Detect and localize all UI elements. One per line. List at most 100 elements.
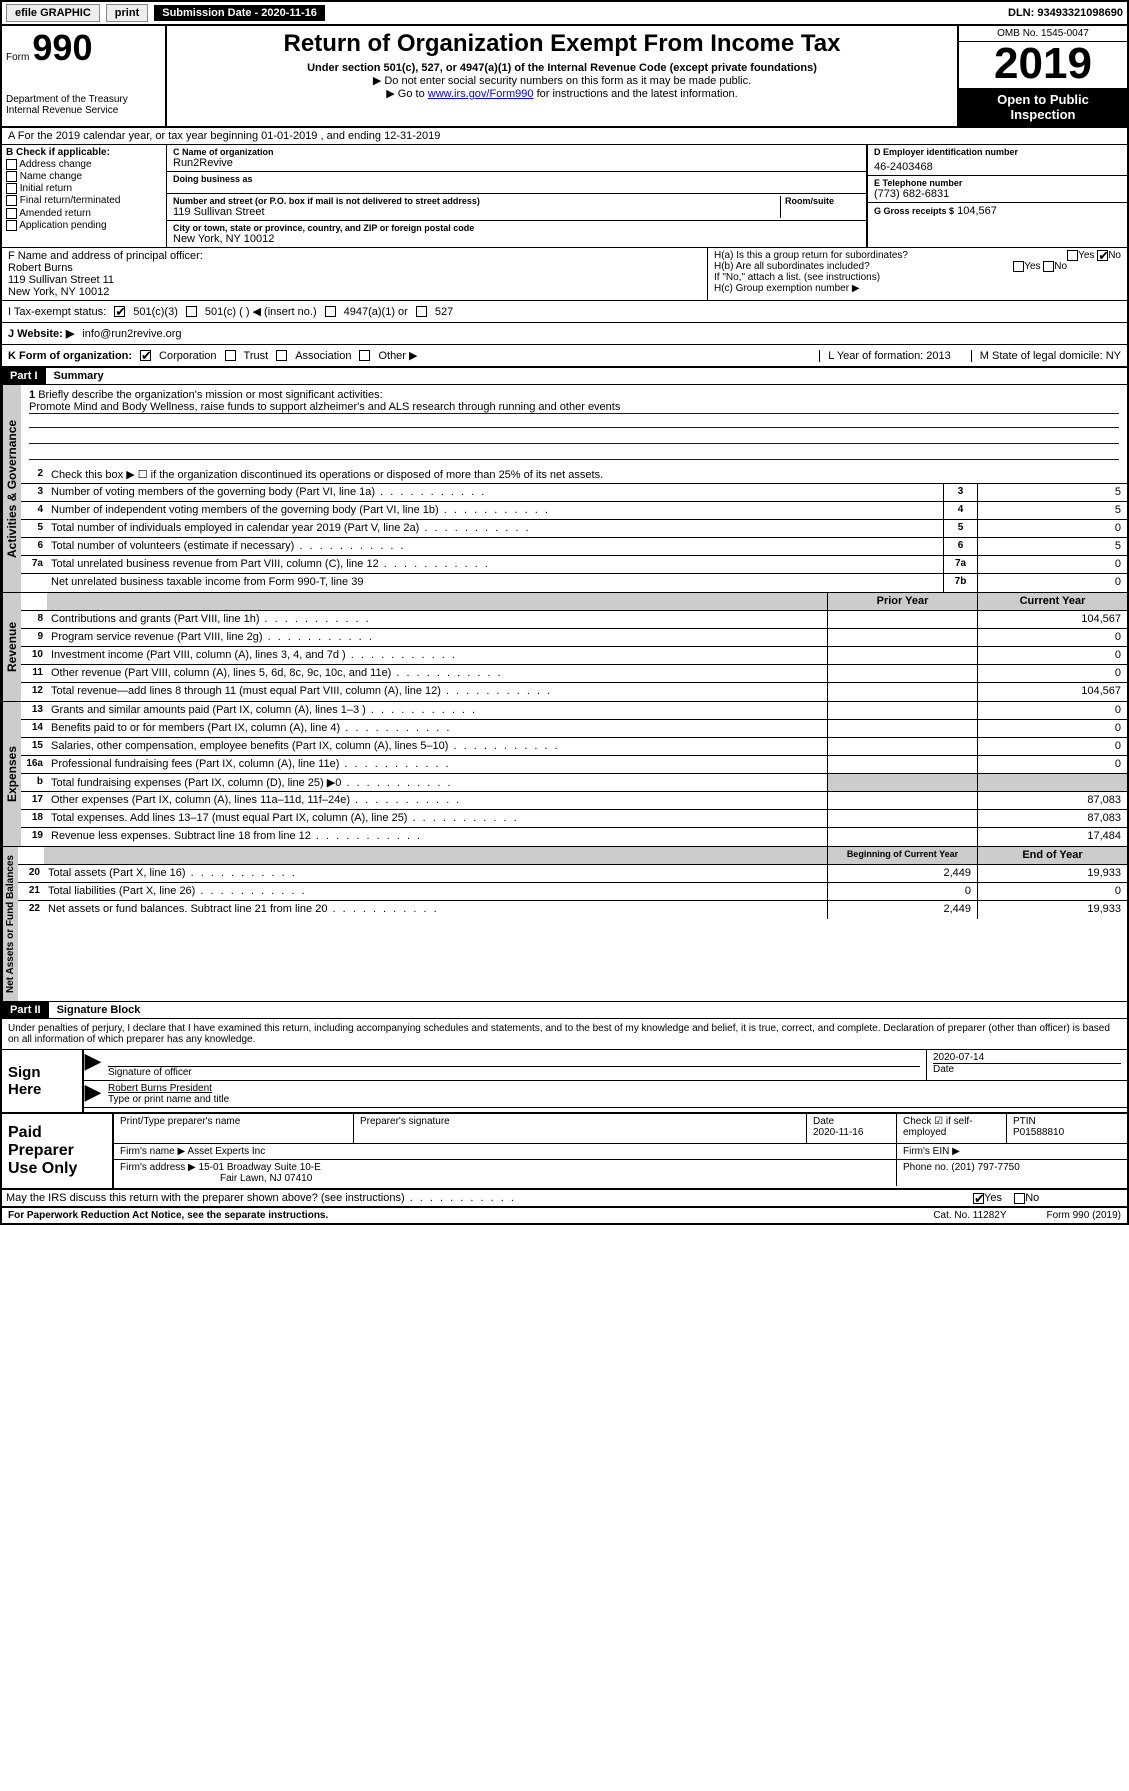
city-label: City or town, state or province, country… [173,223,860,233]
cb-initial-return[interactable]: Initial return [6,183,162,194]
cb-app-pending[interactable]: Application pending [6,220,162,231]
firm-ein-label: Firm's EIN ▶ [897,1144,1127,1159]
cb-address-change[interactable]: Address change [6,159,162,170]
section-netassets: Net Assets or Fund Balances Beginning of… [2,847,1127,1002]
cat-no: Cat. No. 11282Y [933,1210,1006,1221]
print-button[interactable]: print [106,4,148,22]
cb-501c3[interactable] [114,306,125,317]
note2-suffix: for instructions and the latest informat… [534,88,738,100]
prep-date-label: Date [813,1116,890,1127]
header-left: Form 990 Department of the Treasury Inte… [2,26,167,126]
city-value: New York, NY 10012 [173,233,860,245]
discuss-yes: Yes [984,1192,1002,1204]
org-name-label: C Name of organization [173,147,860,157]
submission-date: Submission Date - 2020-11-16 [154,5,325,21]
address-block: C Name of organization Run2Revive Doing … [167,145,867,247]
officer-line1: 119 Sullivan Street 11 [8,274,701,286]
discuss-q: May the IRS discuss this return with the… [2,1190,967,1206]
hb-label: H(b) Are all subordinates included? [714,261,870,272]
col-current: Current Year [977,593,1127,610]
table-row: 18Total expenses. Add lines 13–17 (must … [21,810,1127,828]
gross-value: 104,567 [957,205,997,217]
opt-corp: Corporation [159,350,216,362]
cb-corp[interactable] [140,350,151,361]
opt-527: 527 [435,306,453,318]
sign-here-label: Sign Here [2,1050,82,1112]
website-row: J Website: ▶ info@run2revive.org [2,323,1127,345]
col-end: End of Year [977,847,1127,864]
table-row: 11Other revenue (Part VIII, column (A), … [21,665,1127,683]
firm-phone: (201) 797-7750 [951,1162,1019,1173]
officer-name: Robert Burns [8,262,701,274]
section-expenses: Expenses 13Grants and similar amounts pa… [2,702,1127,847]
col-begin: Beginning of Current Year [827,847,977,864]
cb-assoc[interactable] [276,350,287,361]
perjury-statement: Under penalties of perjury, I declare th… [2,1019,1127,1050]
paid-preparer-block: Paid Preparer Use Only Print/Type prepar… [2,1114,1127,1190]
table-row: bTotal fundraising expenses (Part IX, co… [21,774,1127,792]
table-row: 5Total number of individuals employed in… [21,520,1127,538]
sig-officer-label: Signature of officer [108,1066,920,1078]
dba-label: Doing business as [173,174,860,184]
prep-sig-label: Preparer's signature [360,1116,800,1127]
gross-label: G Gross receipts $ [874,206,954,216]
form990-link[interactable]: www.irs.gov/Form990 [428,88,534,100]
discuss-yes-cb[interactable] [973,1193,984,1204]
part1-badge: Part I [2,368,46,384]
firm-phone-label: Phone no. [903,1162,949,1173]
sig-date: 2020-07-14 [933,1052,1121,1063]
sign-block: Sign Here ▶ Signature of officer 2020-07… [2,1050,1127,1114]
cb-amended[interactable]: Amended return [6,208,162,219]
cb-4947[interactable] [325,306,336,317]
table-row: Net unrelated business taxable income fr… [21,574,1127,592]
cb-name-change[interactable]: Name change [6,171,162,182]
fgh-row: F Name and address of principal officer:… [2,248,1127,301]
table-row: 17Other expenses (Part IX, column (A), l… [21,792,1127,810]
opt-4947: 4947(a)(1) or [344,306,408,318]
state-domicile: M State of legal domicile: NY [971,350,1121,362]
discuss-no: No [1025,1192,1039,1204]
table-row: 4Number of independent voting members of… [21,502,1127,520]
phone-value: (773) 682-6831 [874,188,1121,200]
kform-row: K Form of organization: Corporation Trus… [2,345,1127,368]
table-row: 22Net assets or fund balances. Subtract … [18,901,1127,919]
form-note2: ▶ Go to www.irs.gov/Form990 for instruct… [175,87,949,100]
form-number: 990 [32,27,92,68]
ptin-label: PTIN [1013,1116,1121,1127]
cb-527[interactable] [416,306,427,317]
opt-other: Other ▶ [378,349,417,362]
officer-label: F Name and address of principal officer: [8,250,701,262]
part2-header-row: Part II Signature Block [2,1002,1127,1019]
note2-prefix: ▶ Go to [386,88,427,100]
arrow-icon: ▶ [84,1050,102,1080]
table-row: 20Total assets (Part X, line 16)2,44919,… [18,865,1127,883]
col-b-heading: B Check if applicable: [6,147,162,158]
form-footer: Form 990 (2019) [1047,1210,1121,1221]
tab-governance: Activities & Governance [2,385,21,592]
street-label: Number and street (or P.O. box if mail i… [173,196,780,206]
cb-501c[interactable] [186,306,197,317]
dln-label: DLN: 93493321098690 [1008,7,1123,19]
part1-title: Summary [46,368,112,384]
efile-label: efile GRAPHIC [6,4,100,22]
cb-final-return[interactable]: Final return/terminated [6,195,162,206]
col-f: F Name and address of principal officer:… [2,248,707,300]
phone-label: E Telephone number [874,178,1121,188]
hb-no: No [1054,261,1067,272]
ein-label: D Employer identification number [874,147,1121,157]
hc-label: H(c) Group exemption number ▶ [714,283,1121,294]
top-bar: efile GRAPHIC print Submission Date - 20… [2,2,1127,26]
prep-date: 2020-11-16 [813,1127,890,1138]
sig-name-label: Type or print name and title [108,1094,1121,1105]
street-value: 119 Sullivan Street [173,206,780,218]
room-label: Room/suite [785,196,860,206]
prep-check-label: Check ☑ if self-employed [897,1114,1007,1143]
cb-other[interactable] [359,350,370,361]
discuss-no-cb[interactable] [1014,1193,1025,1204]
opt-assoc: Association [295,350,351,362]
form-note1: ▶ Do not enter social security numbers o… [175,74,949,87]
table-row: 12Total revenue—add lines 8 through 11 (… [21,683,1127,701]
hb-yes: Yes [1024,261,1040,272]
cb-trust[interactable] [225,350,236,361]
opt-501c3: 501(c)(3) [133,306,178,318]
